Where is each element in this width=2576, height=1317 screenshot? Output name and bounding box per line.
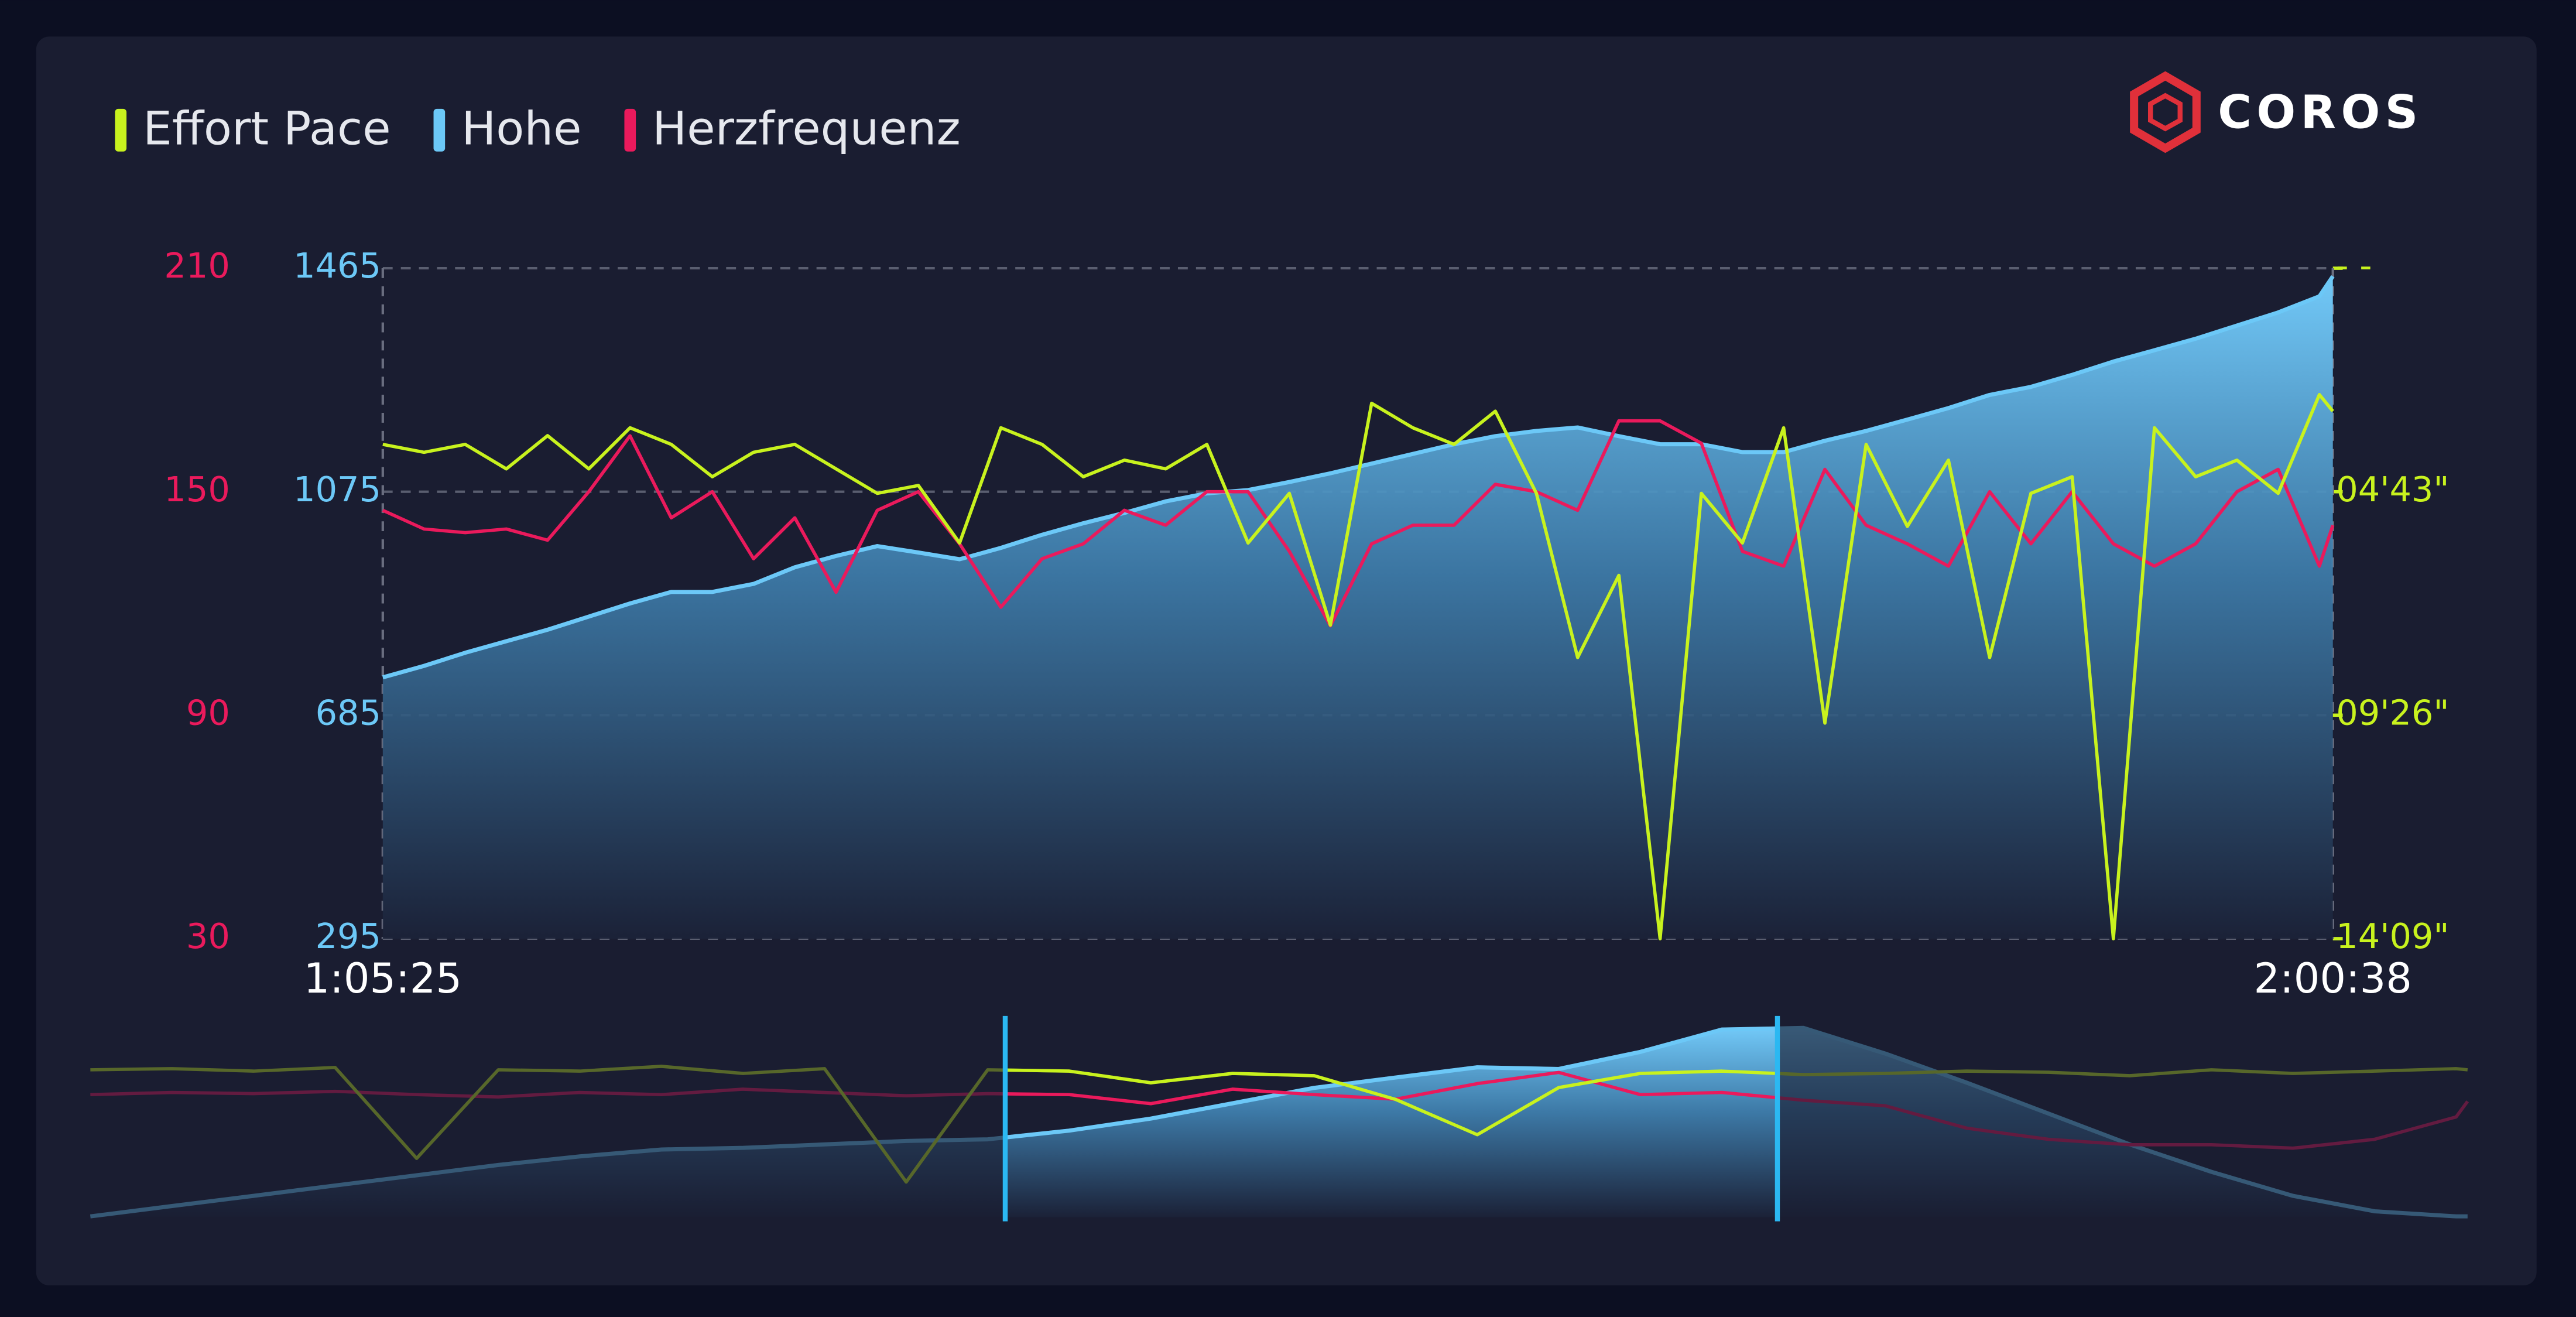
y-tick-label: 685	[316, 692, 381, 733]
logo-icon-inner	[2148, 93, 2183, 132]
y-tick-label: 1465	[293, 245, 381, 286]
legend-label: Hohe	[461, 102, 581, 156]
legend-label: Herzfrequenz	[652, 102, 961, 156]
series-line	[382, 393, 2334, 940]
series-line	[382, 275, 2335, 680]
overview-window	[1005, 1026, 1777, 1217]
series-line	[1005, 1026, 1777, 1140]
area	[382, 276, 2333, 939]
series-line	[382, 419, 2335, 628]
x-tick-label: 1:05:25	[304, 955, 462, 1003]
logo-icon	[2130, 71, 2201, 153]
brand-logo: COROS	[2130, 71, 2423, 153]
y3-tick-label: 210	[164, 245, 229, 286]
x-tick-label: 2:00:38	[2253, 955, 2411, 1003]
legend-swatch	[433, 108, 446, 152]
y2-tick-label: 04'43"	[2336, 469, 2449, 509]
y3-tick-label: 90	[186, 692, 230, 733]
y2-tick-label: 09'26"	[2336, 692, 2449, 733]
y2-tick-label: - -	[2336, 245, 2372, 286]
brand-name: COROS	[2218, 85, 2423, 139]
y-tick-label: 295	[316, 916, 381, 956]
y-tick-label: 1075	[293, 469, 381, 509]
area	[1005, 1028, 1777, 1217]
legend-swatch	[115, 108, 127, 152]
y2-tick-label: 14'09"	[2336, 916, 2449, 956]
series-line	[1005, 1068, 1777, 1137]
y3-tick-label: 150	[164, 469, 229, 509]
legend-swatch	[624, 108, 636, 152]
y3-tick-label: 30	[186, 916, 230, 956]
legend-label: Effort Pace	[143, 102, 390, 156]
series-line	[1005, 1070, 1777, 1106]
legend: Effort Pace Hohe Herzfrequenz	[115, 102, 961, 156]
